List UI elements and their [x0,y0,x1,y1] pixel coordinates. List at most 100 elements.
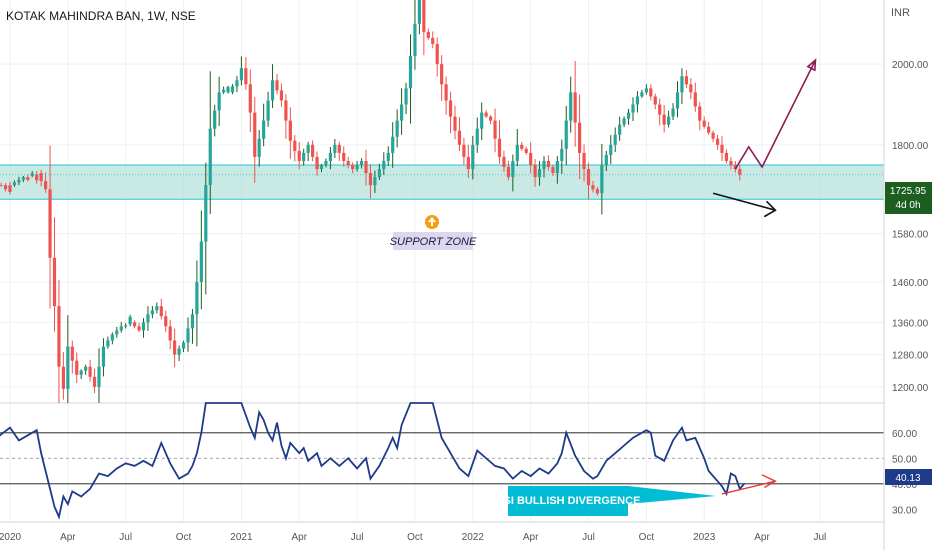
time-tick-label: Oct [176,532,192,543]
candle-body [667,116,671,125]
candle-body [644,88,648,93]
candle-body [613,134,617,145]
candle-body [555,160,559,174]
candle-body [213,110,217,129]
candle-body [262,120,266,139]
candle-body [400,104,404,121]
candle-body [408,56,413,89]
candle-body [573,92,577,123]
candle-body [578,122,582,153]
candle-body [466,156,470,170]
candle-body [520,144,524,149]
candle-body [502,156,506,168]
candle-body [0,185,3,187]
candle-body [564,120,568,149]
candle-body [146,314,150,323]
price-tick-label: 1200.00 [892,383,929,394]
candle-body [17,179,21,183]
candle-body [279,90,284,101]
candle-body [195,281,199,315]
candlesticks [0,0,884,403]
candle-body [715,138,720,145]
candle-body [417,0,421,24]
candle-body [489,116,493,121]
support-zone-band [0,164,884,200]
candle-body [484,112,488,117]
candle-body [70,346,74,361]
rsi-last-value: 40.13 [895,473,920,484]
candle-body [702,120,706,127]
candle-body [61,366,65,389]
candle-body [373,177,377,186]
candle-body [698,106,702,121]
candle-body [493,120,497,139]
candle-body [560,148,564,161]
candle-body [293,140,297,151]
candle-body [208,128,212,186]
candle-body [729,160,733,165]
price-divergence-line [712,192,776,211]
candle-body [257,138,261,157]
candle-body [684,76,688,85]
annotations [712,58,817,218]
candle-body [368,173,373,186]
candle-body [386,152,390,161]
time-tick-label: 2020 [0,532,22,543]
candle-body [680,76,684,93]
candle-body [288,120,292,141]
rsi-divergence-text: RSI BULLISH DIVERGENCE [496,495,641,507]
candle-body [8,185,12,192]
candle-body [110,334,114,341]
candle-body [3,185,8,190]
candle-body [391,136,395,153]
candle-body [346,160,350,165]
time-tick-label: Apr [60,532,76,543]
candle-body [453,116,457,131]
candle-body [159,306,163,317]
candle-body [270,80,275,101]
candle-body [306,144,310,153]
candle-body [475,128,479,145]
candle-body [635,96,640,105]
candle-body [311,144,315,157]
candle-body [97,366,101,387]
candle-body [440,64,444,85]
candle-body [724,152,729,161]
candle-body [181,342,186,349]
support-zone-text: SUPPORT ZONE [390,236,477,248]
candle-body [342,152,346,161]
bar-countdown: 4d 0h [895,200,920,211]
candle-body [618,124,622,135]
currency-label: INR [891,7,910,19]
candle-body [12,182,17,186]
candle-body [351,164,355,170]
candle-body [101,346,106,367]
rsi-pane [0,402,884,520]
projection-arrowhead [806,58,817,72]
candle-body [537,169,542,178]
candle-body [395,120,399,137]
price-divergence-arrowhead [763,200,777,218]
candle-body [150,310,154,315]
candle-body [319,164,324,170]
last-price: 1725.95 [890,186,927,197]
rsi-line [0,402,745,520]
time-tick-label: Apr [523,532,539,543]
support-zone-label: SUPPORT ZONE [390,215,477,250]
candle-body [333,144,337,153]
price-tick-label: 1800.00 [892,141,929,152]
candle-body [675,92,680,109]
candle-body [284,100,288,121]
candle-body [128,316,132,325]
candle-body [222,89,226,93]
price-tick-label: 1280.00 [892,351,929,362]
candle-body [497,138,502,157]
candle-body [640,92,644,97]
candle-body [377,169,381,178]
candle-body [595,189,599,194]
time-tick-label: Jul [351,532,364,543]
support-zone [0,164,884,200]
candle-body [124,325,128,327]
candle-body [591,185,595,190]
time-tick-label: Oct [407,532,423,543]
